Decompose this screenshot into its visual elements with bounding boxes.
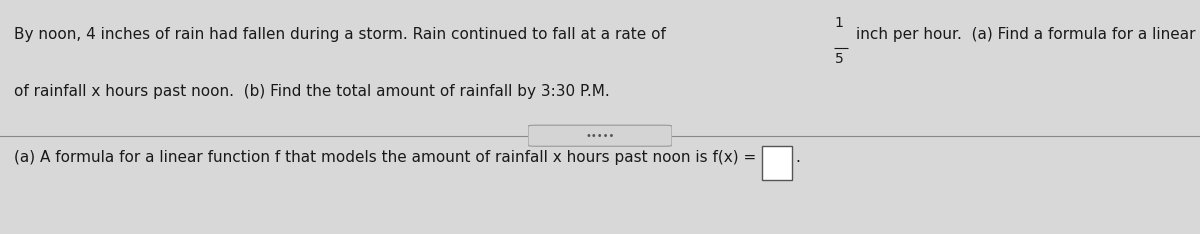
Text: of rainfall x hours past noon.  (b) Find the total amount of rainfall by 3:30 P.: of rainfall x hours past noon. (b) Find … [14, 84, 610, 99]
Text: inch per hour.  (a) Find a formula for a linear function f that models the amoun: inch per hour. (a) Find a formula for a … [856, 27, 1200, 42]
Text: 5: 5 [835, 51, 844, 66]
FancyBboxPatch shape [528, 125, 672, 146]
Text: .: . [796, 150, 800, 165]
FancyBboxPatch shape [762, 146, 792, 180]
Text: By noon, 4 inches of rain had fallen during a storm. Rain continued to fall at a: By noon, 4 inches of rain had fallen dur… [14, 27, 666, 42]
Text: •••••: ••••• [586, 131, 614, 141]
Text: 1: 1 [834, 16, 842, 30]
Text: (a) A formula for a linear function f that models the amount of rainfall x hours: (a) A formula for a linear function f th… [14, 150, 757, 165]
